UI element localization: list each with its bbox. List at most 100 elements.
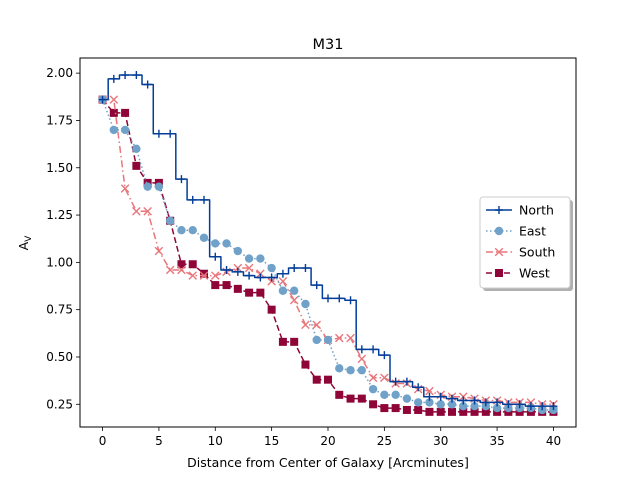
data-point-east bbox=[222, 239, 231, 248]
data-point-north bbox=[154, 129, 163, 138]
data-point-west bbox=[391, 404, 400, 413]
x-tick-label: 25 bbox=[377, 434, 392, 448]
data-point-north bbox=[211, 252, 220, 261]
data-point-south bbox=[334, 333, 344, 343]
data-point-north bbox=[245, 271, 254, 280]
data-point-east bbox=[323, 335, 333, 345]
data-point-east bbox=[492, 403, 502, 413]
data-point-east bbox=[391, 390, 400, 400]
data-point-east bbox=[459, 401, 468, 411]
data-point-east bbox=[143, 182, 152, 191]
data-point-south bbox=[165, 265, 175, 275]
data-point-north bbox=[166, 129, 175, 138]
y-tick-label: 0.75 bbox=[46, 303, 73, 317]
legend-item-south: South bbox=[486, 245, 555, 260]
data-point-north bbox=[470, 396, 479, 405]
data-point-west bbox=[312, 375, 321, 384]
data-point-west bbox=[346, 394, 355, 403]
data-point-north bbox=[538, 402, 547, 411]
data-point-north bbox=[278, 269, 287, 278]
data-point-north bbox=[290, 264, 299, 273]
data-point-north bbox=[402, 377, 411, 386]
data-point-west bbox=[233, 284, 242, 293]
data-point-west bbox=[481, 407, 490, 416]
legend-marker-east bbox=[494, 226, 504, 236]
y-tick-label: 1.25 bbox=[46, 208, 73, 222]
data-point-north bbox=[346, 296, 355, 305]
x-tick-label: 10 bbox=[208, 434, 223, 448]
data-point-north bbox=[256, 273, 265, 282]
data-point-east bbox=[447, 400, 457, 409]
legend-box bbox=[479, 196, 571, 289]
data-point-north bbox=[324, 294, 332, 303]
data-point-east bbox=[233, 246, 243, 256]
data-point-south bbox=[244, 263, 254, 273]
data-point-east bbox=[425, 398, 434, 407]
data-point-west bbox=[436, 407, 445, 416]
data-point-west bbox=[324, 375, 332, 384]
data-point-west bbox=[121, 108, 130, 117]
y-tick-label: 1.75 bbox=[46, 113, 73, 127]
data-point-south bbox=[346, 333, 355, 343]
data-point-south bbox=[357, 354, 367, 364]
data-point-north bbox=[109, 74, 118, 83]
legend-item-east: East bbox=[486, 224, 546, 239]
data-point-north bbox=[143, 80, 152, 89]
data-point-north bbox=[493, 398, 502, 407]
x-tick-label: 20 bbox=[320, 434, 335, 448]
data-point-west bbox=[470, 407, 479, 416]
data-point-west bbox=[369, 400, 378, 409]
data-point-west bbox=[222, 281, 231, 290]
data-point-east bbox=[211, 239, 220, 248]
x-tick-label: 30 bbox=[433, 434, 448, 448]
data-point-west bbox=[301, 360, 310, 369]
data-point-south bbox=[380, 373, 389, 383]
data-point-north bbox=[448, 394, 456, 403]
legend: North East South West bbox=[479, 196, 573, 291]
data-point-east bbox=[177, 226, 186, 235]
data-point-south bbox=[154, 246, 164, 256]
data-point-east bbox=[402, 394, 412, 403]
y-axis-label-subscript: V bbox=[24, 235, 34, 242]
data-point-west bbox=[335, 390, 344, 399]
legend-marker-north bbox=[495, 206, 503, 214]
data-point-north bbox=[98, 95, 107, 104]
data-point-south bbox=[301, 320, 310, 330]
series-north bbox=[98, 71, 558, 411]
data-point-east bbox=[188, 226, 197, 235]
legend-marker-west bbox=[495, 269, 503, 277]
data-point-west bbox=[267, 305, 276, 314]
data-point-west bbox=[200, 269, 208, 278]
legend-label-north: North bbox=[519, 203, 554, 218]
y-tick-label: 2.00 bbox=[46, 66, 73, 80]
data-point-east bbox=[132, 144, 141, 154]
data-point-east bbox=[154, 182, 164, 191]
data-point-west bbox=[448, 407, 456, 416]
data-point-south bbox=[188, 271, 198, 280]
y-tick-label: 0.25 bbox=[46, 397, 73, 411]
data-point-north bbox=[335, 294, 344, 303]
series-south-line bbox=[102, 98, 554, 406]
data-point-south bbox=[143, 206, 152, 216]
data-point-east bbox=[199, 233, 209, 242]
data-point-west bbox=[414, 405, 423, 414]
legend-item-west: West bbox=[486, 266, 550, 281]
data-point-north bbox=[549, 402, 558, 411]
data-point-west bbox=[380, 404, 389, 413]
data-point-west bbox=[459, 407, 468, 416]
data-point-south bbox=[177, 265, 186, 275]
legend-label-east: East bbox=[519, 224, 546, 239]
data-point-north bbox=[504, 400, 513, 409]
data-point-north bbox=[121, 71, 130, 80]
data-point-west bbox=[245, 288, 254, 297]
x-axis: 0 5 10 15 20 25 30 35 40 bbox=[99, 427, 561, 448]
data-point-south bbox=[109, 95, 119, 104]
data-point-west bbox=[357, 394, 366, 403]
y-tick-label: 1.00 bbox=[46, 255, 73, 269]
data-point-west bbox=[188, 260, 197, 269]
data-point-north bbox=[369, 345, 378, 354]
data-point-north bbox=[200, 195, 208, 204]
data-point-west bbox=[290, 337, 299, 346]
data-point-east bbox=[109, 125, 119, 135]
